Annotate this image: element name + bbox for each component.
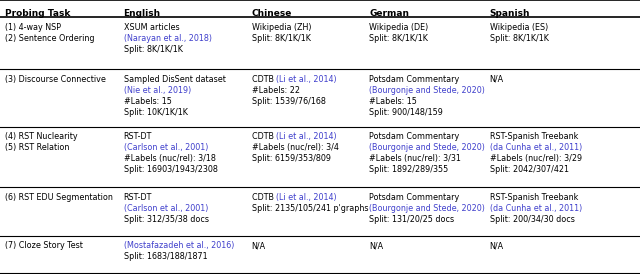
Text: Split: 1539/76/168: Split: 1539/76/168 xyxy=(252,97,325,106)
Text: Split: 8K/1K/1K: Split: 8K/1K/1K xyxy=(490,34,548,43)
Text: Split: 2135/105/241 p'graphs: Split: 2135/105/241 p'graphs xyxy=(252,204,368,213)
Text: Split: 16903/1943/2308: Split: 16903/1943/2308 xyxy=(124,165,218,174)
Text: Split: 8K/1K/1K: Split: 8K/1K/1K xyxy=(124,45,182,54)
Text: N/A: N/A xyxy=(490,241,504,250)
Text: (1) 4-way NSP: (1) 4-way NSP xyxy=(5,23,61,32)
Text: (Bourgonje and Stede, 2020): (Bourgonje and Stede, 2020) xyxy=(369,204,485,213)
Text: Split: 1683/188/1871: Split: 1683/188/1871 xyxy=(124,252,207,261)
Text: RST-DT: RST-DT xyxy=(124,193,152,202)
Text: (4) RST Nuclearity: (4) RST Nuclearity xyxy=(5,132,77,141)
Text: #Labels (nuc/rel): 3/18: #Labels (nuc/rel): 3/18 xyxy=(124,154,216,163)
Text: (da Cunha et al., 2011): (da Cunha et al., 2011) xyxy=(490,204,582,213)
Text: RST-Spanish Treebank: RST-Spanish Treebank xyxy=(490,193,578,202)
Text: Split: 900/148/159: Split: 900/148/159 xyxy=(369,108,443,117)
Text: #Labels (nuc/rel): 3/31: #Labels (nuc/rel): 3/31 xyxy=(369,154,461,163)
Text: N/A: N/A xyxy=(369,241,383,250)
Text: CDTB: CDTB xyxy=(252,193,276,202)
Text: (Carlson et al., 2001): (Carlson et al., 2001) xyxy=(124,143,208,152)
Text: XSUM articles: XSUM articles xyxy=(124,23,179,32)
Text: (3) Discourse Connective: (3) Discourse Connective xyxy=(5,75,106,84)
Text: (Narayan et al., 2018): (Narayan et al., 2018) xyxy=(124,34,211,43)
Text: RST-Spanish Treebank: RST-Spanish Treebank xyxy=(490,132,578,141)
Text: Potsdam Commentary: Potsdam Commentary xyxy=(369,132,460,141)
Text: (6) RST EDU Segmentation: (6) RST EDU Segmentation xyxy=(5,193,113,202)
Text: Split: 131/20/25 docs: Split: 131/20/25 docs xyxy=(369,215,454,224)
Text: N/A: N/A xyxy=(490,75,504,84)
Text: Split: 10K/1K/1K: Split: 10K/1K/1K xyxy=(124,108,188,117)
Text: (Li et al., 2014): (Li et al., 2014) xyxy=(276,193,337,202)
Text: (5) RST Relation: (5) RST Relation xyxy=(5,143,70,152)
Text: (Bourgonje and Stede, 2020): (Bourgonje and Stede, 2020) xyxy=(369,143,485,152)
Text: CDTB: CDTB xyxy=(252,132,276,141)
Text: #Labels (nuc/rel): 3/4: #Labels (nuc/rel): 3/4 xyxy=(252,143,339,152)
Text: (da Cunha et al., 2011): (da Cunha et al., 2011) xyxy=(490,143,582,152)
Text: Potsdam Commentary: Potsdam Commentary xyxy=(369,193,460,202)
Text: Split: 8K/1K/1K: Split: 8K/1K/1K xyxy=(369,34,428,43)
Text: #Labels: 22: #Labels: 22 xyxy=(252,86,300,95)
Text: Split: 200/34/30 docs: Split: 200/34/30 docs xyxy=(490,215,575,224)
Text: (Nie et al., 2019): (Nie et al., 2019) xyxy=(124,86,191,95)
Text: (Carlson et al., 2001): (Carlson et al., 2001) xyxy=(124,204,208,213)
Text: RST-DT: RST-DT xyxy=(124,132,152,141)
Text: Probing Task: Probing Task xyxy=(5,9,70,18)
Text: (Mostafazadeh et al., 2016): (Mostafazadeh et al., 2016) xyxy=(124,241,234,250)
Text: Potsdam Commentary: Potsdam Commentary xyxy=(369,75,460,84)
Text: #Labels (nuc/rel): 3/29: #Labels (nuc/rel): 3/29 xyxy=(490,154,582,163)
Text: English: English xyxy=(124,9,161,18)
Text: N/A: N/A xyxy=(252,241,266,250)
Text: Split: 2042/307/421: Split: 2042/307/421 xyxy=(490,165,568,174)
Text: #Labels: 15: #Labels: 15 xyxy=(369,97,417,106)
Text: (7) Cloze Story Test: (7) Cloze Story Test xyxy=(5,241,83,250)
Text: Chinese: Chinese xyxy=(252,9,292,18)
Text: Sampled DisSent dataset: Sampled DisSent dataset xyxy=(124,75,225,84)
Text: Split: 6159/353/809: Split: 6159/353/809 xyxy=(252,154,330,163)
Text: (Bourgonje and Stede, 2020): (Bourgonje and Stede, 2020) xyxy=(369,86,485,95)
Text: Wikipedia (DE): Wikipedia (DE) xyxy=(369,23,429,32)
Text: #Labels: 15: #Labels: 15 xyxy=(124,97,172,106)
Text: Split: 1892/289/355: Split: 1892/289/355 xyxy=(369,165,449,174)
Text: Wikipedia (ES): Wikipedia (ES) xyxy=(490,23,548,32)
Text: German: German xyxy=(369,9,410,18)
Text: Split: 8K/1K/1K: Split: 8K/1K/1K xyxy=(252,34,310,43)
Text: (Li et al., 2014): (Li et al., 2014) xyxy=(276,75,337,84)
Text: (2) Sentence Ordering: (2) Sentence Ordering xyxy=(5,34,95,43)
Text: CDTB: CDTB xyxy=(252,75,276,84)
Text: Spanish: Spanish xyxy=(490,9,530,18)
Text: Split: 312/35/38 docs: Split: 312/35/38 docs xyxy=(124,215,209,224)
Text: Wikipedia (ZH): Wikipedia (ZH) xyxy=(252,23,311,32)
Text: (Li et al., 2014): (Li et al., 2014) xyxy=(276,132,337,141)
